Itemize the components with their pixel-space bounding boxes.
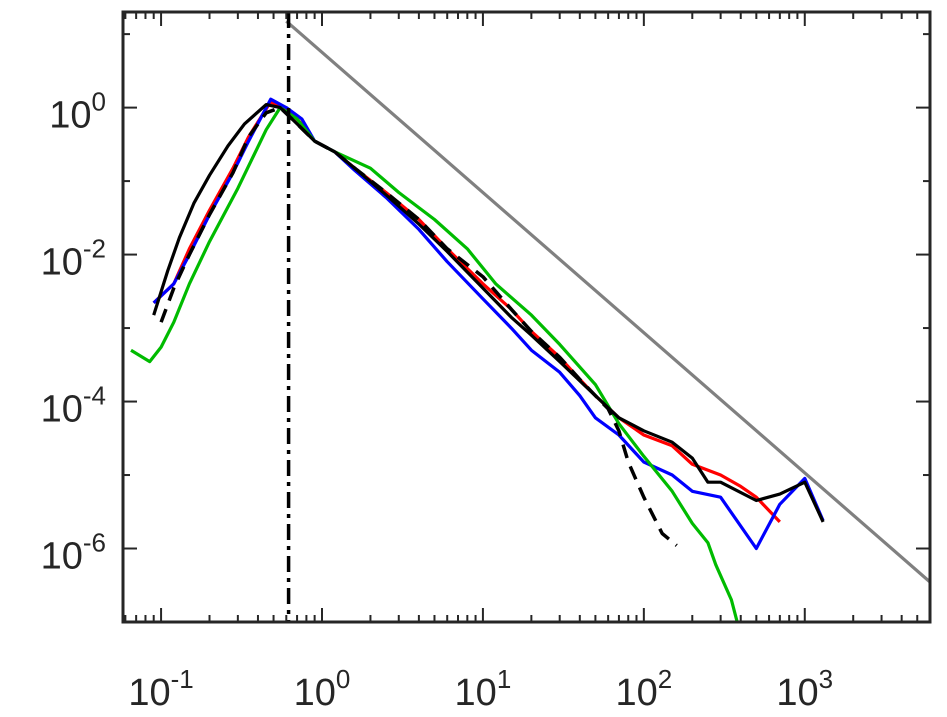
y-tick-labels: 100 10-2 10-4 10-6 [41,87,106,578]
x-minor-ticks [124,12,931,622]
series-line-4 [152,102,825,523]
x-tick-label: 101 [455,664,512,714]
y-minor-ticks [123,33,930,623]
series-line-5 [159,105,678,547]
series-line-0 [285,19,930,584]
y-tick-label: 100 [49,87,106,137]
y-tick-label: 10-6 [41,528,106,578]
series-line-3 [130,105,739,622]
y-tick-label: 10-4 [41,381,106,431]
x-tick-label: 10-1 [128,664,193,714]
plot-area [121,10,932,624]
y-tick-label: 10-2 [41,234,106,284]
x-tick-labels: 10-1 100 101 102 103 [128,664,833,714]
x-tick-label: 100 [294,664,351,714]
x-tick-label: 102 [615,664,672,714]
series-line-2 [152,97,825,551]
x-tick-label: 103 [776,664,833,714]
data-layer [130,12,930,622]
axes-box [121,10,932,624]
